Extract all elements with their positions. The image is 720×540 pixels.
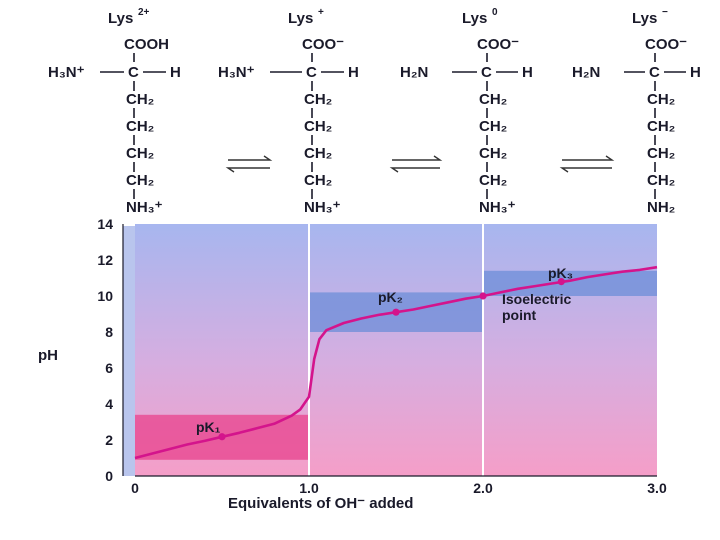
x-tick-label: 3.0 xyxy=(647,480,667,496)
equilibrium-arrow-3 xyxy=(559,155,615,173)
equilibrium-arrow-1 xyxy=(225,155,273,173)
y-tick-label: 8 xyxy=(105,324,113,340)
methylene-group: CH₂ xyxy=(479,118,507,135)
hydrogen: H xyxy=(522,64,533,81)
x-tick-label: 1.0 xyxy=(299,480,319,496)
species-charge: 0 xyxy=(492,7,498,18)
pk2-label: pK₂ xyxy=(378,289,403,305)
axes xyxy=(122,224,657,477)
species-charge: 2+ xyxy=(138,7,150,18)
methylene-group: CH₂ xyxy=(126,172,154,189)
methylene-group: CH₂ xyxy=(647,172,675,189)
isoelectric-label-line2: point xyxy=(502,307,537,323)
amino-group: H₂N xyxy=(572,64,600,81)
structure-4: Lys − COO⁻ H₂N C H CH₂ CH₂ CH₂ CH₂ NH₂ xyxy=(572,7,701,216)
carboxyl-group: COOH xyxy=(124,36,169,53)
plot-left-band xyxy=(123,226,135,476)
buffer-region-3 xyxy=(483,270,657,296)
hydrogen: H xyxy=(170,64,181,81)
species-name: Lys xyxy=(108,10,133,27)
point-marker-1 xyxy=(218,433,226,441)
hydrogen: H xyxy=(348,64,359,81)
point-markers xyxy=(218,278,565,441)
methylene-group: CH₂ xyxy=(126,145,154,162)
methylene-group: CH₂ xyxy=(304,145,332,162)
carboxyl-group: COO⁻ xyxy=(302,36,344,53)
carboxyl-group: COO⁻ xyxy=(645,36,687,53)
y-tick-label: 14 xyxy=(97,216,113,232)
species-charge: + xyxy=(318,7,324,18)
methylene-group: CH₂ xyxy=(304,91,332,108)
alpha-carbon: C xyxy=(306,64,317,81)
point-marker-2 xyxy=(392,308,400,316)
structure-2: Lys + COO⁻ H₃N⁺ C H CH₂ CH₂ CH₂ CH₂ NH₃⁺ xyxy=(218,7,359,216)
amino-group: H₂N xyxy=(400,64,428,81)
point-marker-3 xyxy=(557,278,565,286)
titration-chart: 0 2 4 6 8 10 12 14 0 1.0 2.0 3.0 pH Equivalents of … xyxy=(38,216,667,512)
y-tick-label: 10 xyxy=(97,288,113,304)
methylene-group: CH₂ xyxy=(479,91,507,108)
equilibrium-arrows xyxy=(225,155,615,173)
carboxyl-group: COO⁻ xyxy=(477,36,519,53)
side-chain-amino-group: NH₂ xyxy=(647,199,675,216)
side-chain-amino-group: NH₃⁺ xyxy=(304,199,341,216)
point-marker-4 xyxy=(479,292,487,300)
equilibrium-arrow-2 xyxy=(389,155,443,173)
y-axis-label: pH xyxy=(38,347,58,364)
x-tick-label: 2.0 xyxy=(473,480,493,496)
alpha-carbon: C xyxy=(481,64,492,81)
isoelectric-label-line1: Isoelectric xyxy=(502,291,571,307)
pk1-label: pK₁ xyxy=(196,419,221,435)
grid-lines xyxy=(308,224,484,476)
tick-labels: 0 2 4 6 8 10 12 14 0 1.0 2.0 3.0 xyxy=(97,216,667,496)
amino-group: H₃N⁺ xyxy=(48,64,85,81)
methylene-group: CH₂ xyxy=(304,118,332,135)
methylene-group: CH₂ xyxy=(126,91,154,108)
methylene-group: CH₂ xyxy=(647,145,675,162)
structure-3: Lys 0 COO⁻ H₂N C H CH₂ CH₂ CH₂ CH₂ NH₃⁺ xyxy=(400,7,533,216)
x-tick-label: 0 xyxy=(131,480,139,496)
amino-group: H₃N⁺ xyxy=(218,64,255,81)
methylene-group: CH₂ xyxy=(479,145,507,162)
methylene-group: CH₂ xyxy=(647,91,675,108)
methylene-group: CH₂ xyxy=(126,118,154,135)
y-tick-label: 12 xyxy=(97,252,113,268)
hydrogen: H xyxy=(690,64,701,81)
species-name: Lys xyxy=(288,10,313,27)
y-tick-label: 0 xyxy=(105,468,113,484)
pk3-label: pK₃ xyxy=(548,265,573,281)
y-tick-label: 2 xyxy=(105,432,113,448)
y-tick-label: 4 xyxy=(105,396,113,412)
alpha-carbon: C xyxy=(649,64,660,81)
y-tick-label: 6 xyxy=(105,360,113,376)
species-name: Lys xyxy=(632,10,657,27)
methylene-group: CH₂ xyxy=(647,118,675,135)
methylene-group: CH₂ xyxy=(479,172,507,189)
methylene-group: CH₂ xyxy=(304,172,332,189)
x-axis-label: Equivalents of OH⁻ added xyxy=(228,495,413,512)
side-chain-amino-group: NH₃⁺ xyxy=(479,199,516,216)
alpha-carbon: C xyxy=(128,64,139,81)
structure-1: Lys 2+ COOH H₃N⁺ C H CH₂ CH₂ CH₂ CH₂ NH₃⁺ xyxy=(48,7,181,216)
side-chain-amino-group: NH₃⁺ xyxy=(126,199,163,216)
species-charge: − xyxy=(662,7,668,18)
species-name: Lys xyxy=(462,10,487,27)
